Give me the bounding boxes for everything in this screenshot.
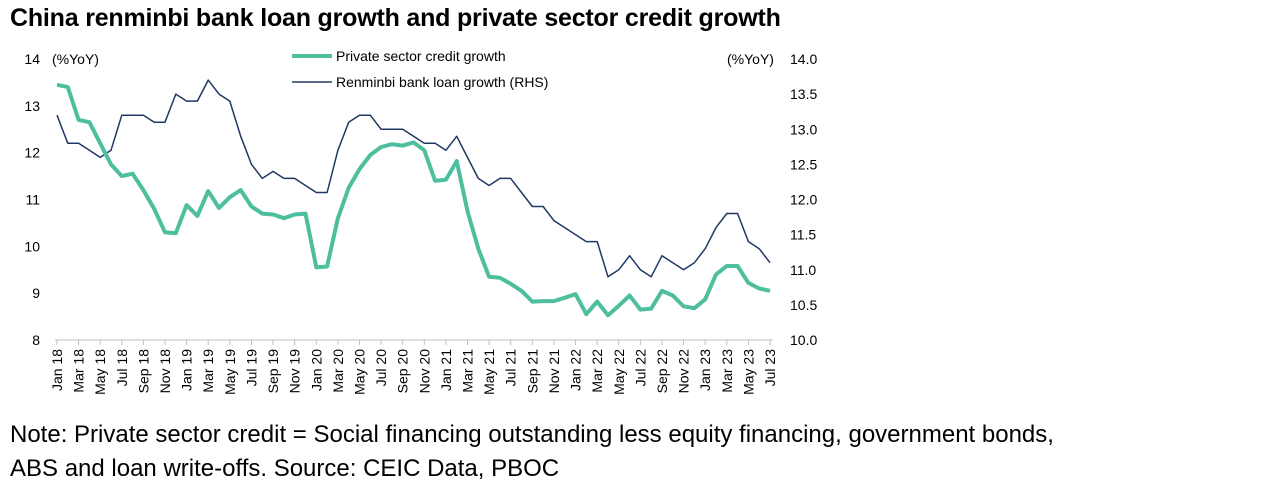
x-axis-tick-label: Mar 20	[330, 349, 346, 393]
line-chart: 14 13 12 11 10 9 8 14.0 13.5 13.0 12.5 12.0 11.5 11.…	[24, 48, 817, 395]
x-axis-tick-label: Jul 18	[114, 349, 130, 387]
right-axis-tick-label: 10.5	[790, 297, 817, 313]
series-layer	[56, 79, 771, 318]
x-axis-tick-label: Mar 21	[460, 349, 476, 393]
x-axis-tick-label: Jul 19	[243, 349, 259, 387]
x-axis-tick-label: Jan 19	[179, 349, 195, 391]
right-axis-tick-label: 11.0	[790, 262, 816, 278]
legend-label-loan: Renminbi bank loan growth (RHS)	[336, 74, 548, 90]
right-axis-tick-label: 14.0	[790, 51, 817, 67]
x-axis-tick-label: May 22	[611, 349, 627, 395]
x-axis-tick-label: Jul 23	[762, 349, 778, 387]
x-axis-tick-label: May 23	[740, 349, 756, 395]
x-axis-tick-label: Jan 20	[308, 349, 324, 391]
right-axis-tick-label: 12.0	[790, 192, 817, 208]
x-axis-tick-label: Nov 22	[676, 349, 692, 394]
x-axis-tick-label: Nov 19	[287, 349, 303, 394]
series-line-renminbi-loan	[56, 79, 771, 278]
x-axis-ticks: Jan 18 Mar 18 May 18 Jul 18 Sep 18 Nov 18 Jan …	[49, 340, 778, 395]
x-axis-tick-label: Nov 20	[416, 349, 432, 394]
right-axis-tick-label: 12.5	[790, 156, 817, 172]
x-axis-tick-label: May 18	[92, 349, 108, 395]
chart-title: China renminbi bank loan growth and priv…	[10, 4, 781, 32]
x-axis-tick-label: Jul 20	[373, 349, 389, 387]
x-axis-tick-label: Jul 22	[632, 349, 648, 387]
x-axis-tick-label: Jan 22	[568, 349, 584, 391]
x-axis-tick-label: Sep 18	[135, 349, 151, 394]
note-line-2: ABS and loan write-offs. Source: CEIC Da…	[10, 455, 560, 482]
right-axis-tick-label: 11.5	[790, 227, 816, 243]
x-axis-tick-label: Nov 21	[546, 349, 562, 394]
x-axis-tick-label: Sep 20	[395, 349, 411, 394]
series-line-private-credit	[56, 82, 771, 318]
x-axis-tick-label: Nov 18	[157, 349, 173, 394]
x-axis-tick-label: Mar 18	[71, 349, 87, 393]
left-axis-tick-label: 11	[25, 192, 40, 208]
x-axis-tick-label: Mar 19	[200, 349, 216, 393]
left-axis-tick-label: 12	[24, 145, 40, 161]
right-axis-tick-label: 13.5	[790, 86, 817, 102]
x-axis-tick-label: May 20	[351, 349, 367, 395]
right-axis-tick-label: 13.0	[790, 121, 817, 137]
legend: Private sector credit growth Renminbi ba…	[292, 48, 548, 90]
left-axis-tick-label: 10	[24, 238, 40, 254]
source-note: Note: Private sector credit = Social fin…	[10, 418, 1270, 486]
x-axis-tick-label: Jan 23	[697, 349, 713, 391]
left-axis-tick-label: 9	[32, 285, 40, 301]
left-axis-unit: (%YoY)	[52, 51, 99, 67]
right-axis-tick-label: 10.0	[790, 332, 817, 348]
left-axis: 14 13 12 11 10 9 8	[24, 51, 40, 348]
legend-label-private: Private sector credit growth	[336, 48, 506, 64]
left-axis-tick-label: 8	[32, 332, 40, 348]
x-axis-tick-label: Jan 18	[49, 349, 65, 391]
right-axis-unit: (%YoY)	[727, 51, 774, 67]
x-axis-tick-label: Sep 22	[654, 349, 670, 394]
note-line-1: Note: Private sector credit = Social fin…	[10, 421, 1054, 448]
x-axis-tick-label: Mar 23	[719, 349, 735, 393]
x-axis-tick-label: Sep 19	[265, 349, 281, 394]
x-axis-tick-label: Jul 21	[503, 349, 519, 387]
x-axis-tick-label: Mar 22	[589, 349, 605, 393]
right-axis: 14.0 13.5 13.0 12.5 12.0 11.5 11.0 10.5 10.0	[790, 51, 817, 348]
x-axis-tick-label: May 21	[481, 349, 497, 395]
left-axis-tick-label: 13	[24, 98, 40, 114]
x-axis-tick-label: Sep 21	[524, 349, 540, 394]
left-axis-tick-label: 14	[24, 51, 40, 67]
x-axis-tick-label: May 19	[222, 349, 238, 395]
x-axis-tick-label: Jan 21	[438, 349, 454, 391]
